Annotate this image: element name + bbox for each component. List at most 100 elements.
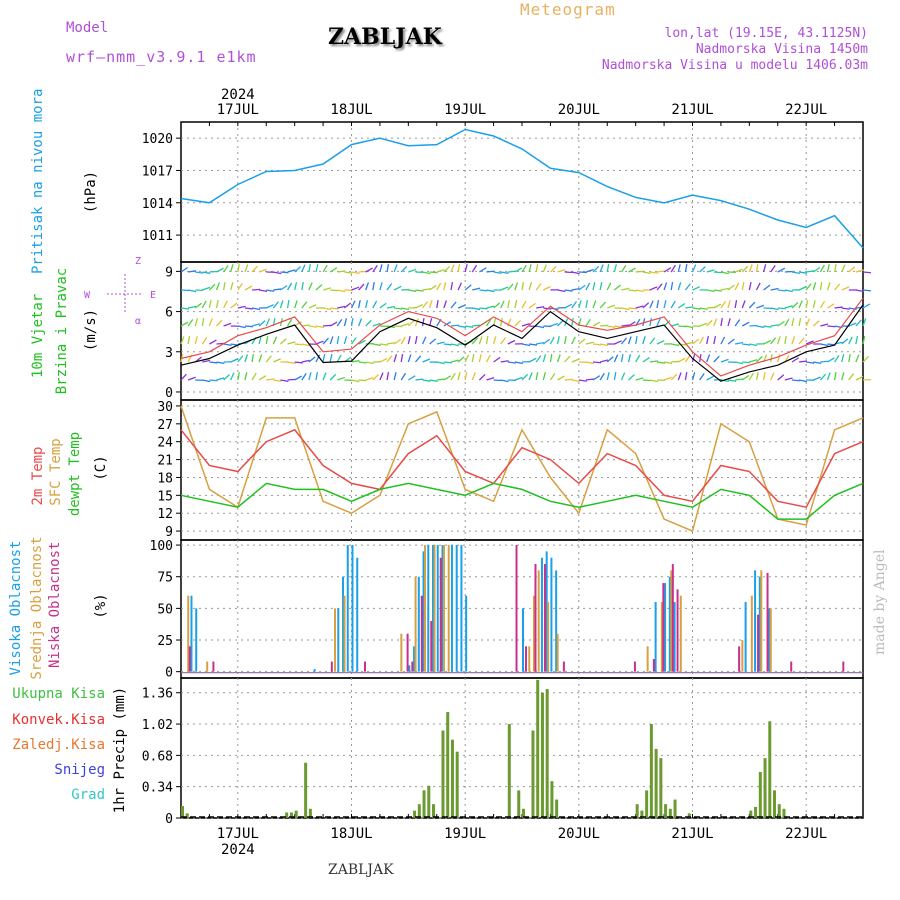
wind-arrow bbox=[749, 324, 758, 327]
y-tick-label: 0.34 bbox=[142, 781, 173, 796]
precip-bar bbox=[308, 808, 312, 818]
wind-arrow bbox=[713, 289, 722, 292]
precip-bar bbox=[517, 790, 521, 818]
wind-arrow bbox=[791, 271, 800, 275]
wind-arrow bbox=[521, 373, 529, 381]
wind-arrow bbox=[692, 286, 701, 291]
wind-arrow bbox=[812, 320, 820, 327]
wind-arrow bbox=[536, 325, 545, 329]
wind-arrow bbox=[635, 377, 644, 381]
wind-arrow bbox=[819, 373, 827, 381]
wind-arrow bbox=[180, 373, 187, 381]
y-tick-label: 0 bbox=[165, 666, 173, 681]
wind-arrow bbox=[471, 264, 478, 273]
wind-arrow bbox=[202, 286, 211, 291]
wind-arrow bbox=[855, 319, 862, 327]
wind-arrow bbox=[848, 354, 851, 363]
wind-arrow bbox=[720, 271, 729, 275]
wind-arrow bbox=[443, 361, 452, 364]
wind-arrow bbox=[663, 320, 671, 327]
precip-bar bbox=[427, 785, 431, 818]
cloud-bar bbox=[673, 602, 676, 672]
wind-arrow bbox=[273, 271, 282, 275]
wind-arrow bbox=[343, 336, 348, 345]
cloud-bar bbox=[417, 576, 420, 672]
precip-bar bbox=[507, 724, 511, 818]
wind-arrow bbox=[379, 343, 388, 346]
wind-arrow bbox=[734, 319, 741, 327]
wind-arrow bbox=[195, 271, 204, 274]
wind-arrow bbox=[578, 300, 582, 309]
cloud-bar bbox=[769, 608, 772, 672]
precip-bar bbox=[754, 806, 758, 818]
wind-arrow bbox=[216, 377, 225, 381]
wind-arrow bbox=[272, 336, 278, 345]
wind-arrow bbox=[201, 300, 207, 309]
wind-arrow bbox=[670, 264, 676, 273]
wind-arrow bbox=[265, 355, 272, 363]
wind-arrow bbox=[329, 354, 333, 363]
wind-arrow bbox=[862, 318, 867, 327]
top-year-label: 2024 bbox=[221, 87, 255, 103]
wind-arrow bbox=[592, 375, 601, 381]
wind-arrow bbox=[549, 372, 556, 381]
wind-arrow bbox=[571, 358, 580, 363]
wind-arrow bbox=[592, 282, 596, 291]
cloud-bar bbox=[400, 633, 403, 672]
wind-arrow bbox=[422, 358, 431, 363]
wind-arrow bbox=[457, 356, 465, 363]
wind-arrow bbox=[827, 357, 835, 363]
wind-arrow bbox=[791, 318, 795, 327]
wind-arrow bbox=[649, 360, 658, 363]
wind-arrow bbox=[279, 300, 284, 309]
wind-arrow bbox=[642, 357, 650, 363]
wind-arrow bbox=[600, 324, 609, 327]
wind-arrow bbox=[784, 305, 793, 309]
wind-arrow bbox=[343, 318, 348, 327]
wind-arrow bbox=[692, 338, 700, 345]
wind-arrow bbox=[848, 373, 855, 381]
wind-arrow bbox=[244, 372, 248, 381]
wind-arrow bbox=[564, 355, 571, 363]
precip-bar bbox=[758, 771, 762, 818]
wind-arrow bbox=[315, 325, 324, 329]
wind-arrow bbox=[784, 270, 793, 273]
wind-arrow bbox=[308, 325, 317, 328]
y-tick-label: 100 bbox=[150, 539, 173, 554]
wind-arrow bbox=[202, 359, 211, 363]
wind-arrow bbox=[329, 267, 338, 273]
wind-arrow bbox=[351, 359, 360, 363]
wind-arrow bbox=[514, 267, 523, 273]
wind-arrow bbox=[486, 289, 495, 293]
wind-arrow bbox=[372, 343, 381, 347]
wind-arrow bbox=[315, 372, 319, 381]
wind-arrow bbox=[720, 287, 729, 291]
cloud-bar bbox=[422, 551, 425, 672]
wind-arrow bbox=[222, 282, 226, 291]
wind-arrow bbox=[535, 283, 542, 291]
coordinates-label: lon,lat (19.15E, 43.1125N) bbox=[664, 26, 869, 41]
wind-arrow bbox=[812, 266, 821, 273]
wind-arrow bbox=[357, 318, 363, 327]
wind-arrow bbox=[237, 372, 240, 381]
model-name: wrf—nmm_v3.9.1 e1km bbox=[66, 48, 257, 66]
wind-arrow bbox=[251, 372, 257, 381]
wind-arrow bbox=[649, 379, 658, 383]
wind-arrow bbox=[585, 268, 594, 273]
wind-arrow bbox=[471, 337, 479, 345]
wind-arrow bbox=[656, 300, 660, 309]
top-day-label: 20JUL bbox=[558, 102, 600, 118]
wind-arrow bbox=[713, 378, 722, 381]
wind-arrow bbox=[500, 360, 509, 363]
wind-arrow bbox=[635, 270, 644, 273]
precip-bar bbox=[540, 692, 544, 818]
model-label: Model bbox=[66, 20, 109, 36]
wind-arrow bbox=[820, 323, 829, 327]
wind-arrow bbox=[628, 307, 637, 310]
wind-arrow bbox=[407, 375, 416, 381]
wind-arrow bbox=[500, 337, 507, 345]
wind-arrow bbox=[670, 373, 678, 381]
wind-arrow bbox=[379, 372, 384, 381]
wind-arrow bbox=[684, 372, 688, 381]
wind-arrow bbox=[699, 336, 704, 345]
